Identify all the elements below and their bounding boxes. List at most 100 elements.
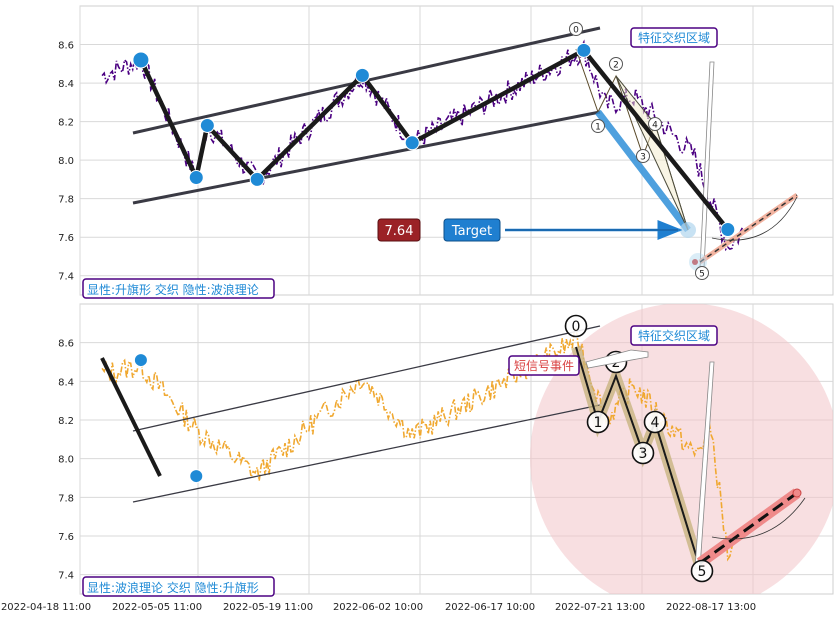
bottom-wave-marker xyxy=(643,410,667,434)
top-plot-area xyxy=(79,5,834,296)
top-y-tick-label: 7.8 xyxy=(58,195,74,206)
top-y-tick-label: 8.2 xyxy=(58,118,74,129)
bottom-wave-marker-label: 5 xyxy=(698,564,707,580)
top-zigzag xyxy=(132,42,736,237)
top-zigzag-node xyxy=(199,117,215,133)
bottom-y-tick-label: 8.4 xyxy=(58,377,74,388)
x-tick-label: 2022-06-02 10:00 xyxy=(333,602,423,613)
bottom-y-tick-label: 8.0 xyxy=(58,455,74,466)
top-zigzag-node xyxy=(576,42,592,58)
top-panel: 7.4 7.6 7.8 8.0 8.2 8.4 8.6 0 1 2 3 4 5 7.64 xyxy=(58,5,834,299)
bottom-wave-marker-label: 3 xyxy=(639,446,648,462)
top-price-tag-text: 7.64 xyxy=(385,224,414,239)
top-wave-marker-label: 3 xyxy=(640,153,646,163)
bottom-channel-upper xyxy=(132,325,601,432)
top-target-box xyxy=(443,218,501,242)
top-end-dot xyxy=(692,259,698,265)
bottom-wave-marker-label: 0 xyxy=(572,319,581,335)
bottom-price-series xyxy=(101,327,744,562)
bottom-projection-arc xyxy=(711,497,806,540)
top-wave-marker xyxy=(695,266,709,280)
bottom-legend-box xyxy=(82,576,275,597)
top-zigzag-line xyxy=(138,48,730,231)
top-price-tag: 7.64 xyxy=(377,218,421,242)
top-wave-thick xyxy=(595,109,691,233)
top-callout-text: 特征交织区域 xyxy=(638,30,710,45)
top-wave-marker xyxy=(648,117,662,131)
top-target-text: Target xyxy=(451,224,492,239)
bottom-wave-line xyxy=(575,346,701,569)
top-zigzag-node xyxy=(188,169,204,185)
bottom-y-tick-label: 7.4 xyxy=(58,571,74,582)
bottom-callout-pointer xyxy=(585,349,649,369)
top-legend-box xyxy=(82,278,275,299)
bottom-event-text: 短信号事件 xyxy=(514,359,574,373)
top-wave-marker xyxy=(569,22,583,36)
top-projection-line xyxy=(699,194,798,263)
top-wave-marker xyxy=(591,119,605,133)
bottom-callout-text: 特征交织区域 xyxy=(638,328,710,343)
top-target-halo xyxy=(680,222,696,238)
top-wave-marker xyxy=(636,149,650,163)
x-tick-label: 2022-04-18 11:00 xyxy=(1,602,91,613)
top-zigzag-node xyxy=(132,51,150,69)
top-legend-text: 显性:升旗形 交织 隐性:波浪理论 xyxy=(87,282,259,297)
top-y-tick-label: 7.4 xyxy=(58,272,74,283)
top-legend: 显性:升旗形 交织 隐性:波浪理论 xyxy=(82,278,275,299)
bottom-flag-nodes xyxy=(133,353,204,484)
bottom-projection-line xyxy=(699,491,798,565)
top-price-tag-box xyxy=(377,218,421,242)
bottom-wave-marker xyxy=(586,410,610,434)
bottom-y-tick-label: 7.8 xyxy=(58,493,74,504)
bottom-flag-pole xyxy=(100,357,162,477)
bottom-wave-marker xyxy=(631,441,655,465)
price-line xyxy=(101,327,744,562)
top-y-tick-label: 7.6 xyxy=(58,233,74,244)
bottom-event-box xyxy=(508,355,580,376)
top-wave-marker-label: 2 xyxy=(613,61,619,71)
bottom-y-axis: 7.4 7.6 7.8 8.0 8.2 8.4 8.6 xyxy=(58,339,74,582)
bottom-callout-box xyxy=(630,325,718,346)
bottom-wave-marker xyxy=(564,314,588,338)
bottom-flag-node xyxy=(133,353,148,368)
top-y-tick-label: 8.0 xyxy=(58,156,74,167)
bottom-wave-marker xyxy=(690,559,714,583)
top-channel-lower xyxy=(132,110,601,205)
bottom-y-tick-label: 7.6 xyxy=(58,532,74,543)
x-tick-label: 2022-07-21 13:00 xyxy=(555,602,645,613)
bottom-wave-marker-label: 1 xyxy=(594,415,603,431)
x-tick-label: 2022-05-19 11:00 xyxy=(223,602,313,613)
top-y-axis: 7.4 7.6 7.8 8.0 8.2 8.4 8.6 xyxy=(58,41,74,283)
top-y-tick-label: 8.4 xyxy=(58,79,74,90)
top-callout: 特征交织区域 xyxy=(630,27,718,48)
bottom-flag-node xyxy=(189,469,204,484)
top-callout-box xyxy=(630,27,718,48)
top-zigzag-node xyxy=(720,221,736,237)
top-wave-marker-label: 4 xyxy=(652,121,658,131)
bottom-callout: 特征交织区域 xyxy=(585,325,718,369)
x-tick-label: 2022-08-17 13:00 xyxy=(666,602,756,613)
bottom-legend-text: 显性:波浪理论 交织 隐性:升旗形 xyxy=(87,580,259,595)
bottom-legend: 显性:波浪理论 交织 隐性:升旗形 xyxy=(82,576,275,597)
top-wave-marker-label: 1 xyxy=(595,123,601,133)
top-target-label: Target xyxy=(443,218,683,242)
bottom-projection-end xyxy=(792,488,802,498)
bottom-channel-lower xyxy=(132,404,601,503)
top-wave-marker xyxy=(609,57,623,71)
top-y-tick-label: 8.6 xyxy=(58,41,74,52)
top-wave-marker-label: 5 xyxy=(699,270,705,280)
x-axis: 2022-04-18 11:00 2022-05-05 11:00 2022-05-… xyxy=(1,602,756,613)
top-zigzag-node xyxy=(354,67,370,83)
bottom-y-tick-label: 8.6 xyxy=(58,339,74,350)
bottom-event-label: 短信号事件 xyxy=(508,355,580,376)
top-zigzag-node xyxy=(249,171,265,187)
x-tick-label: 2022-06-17 10:00 xyxy=(445,602,535,613)
top-wave-marker-label: 0 xyxy=(573,26,579,36)
bottom-y-tick-label: 8.2 xyxy=(58,416,74,427)
top-projection-arc xyxy=(711,196,798,241)
bottom-wave-marker-label: 4 xyxy=(651,415,660,431)
top-zigzag-node xyxy=(404,135,420,151)
x-tick-label: 2022-05-05 11:00 xyxy=(112,602,202,613)
